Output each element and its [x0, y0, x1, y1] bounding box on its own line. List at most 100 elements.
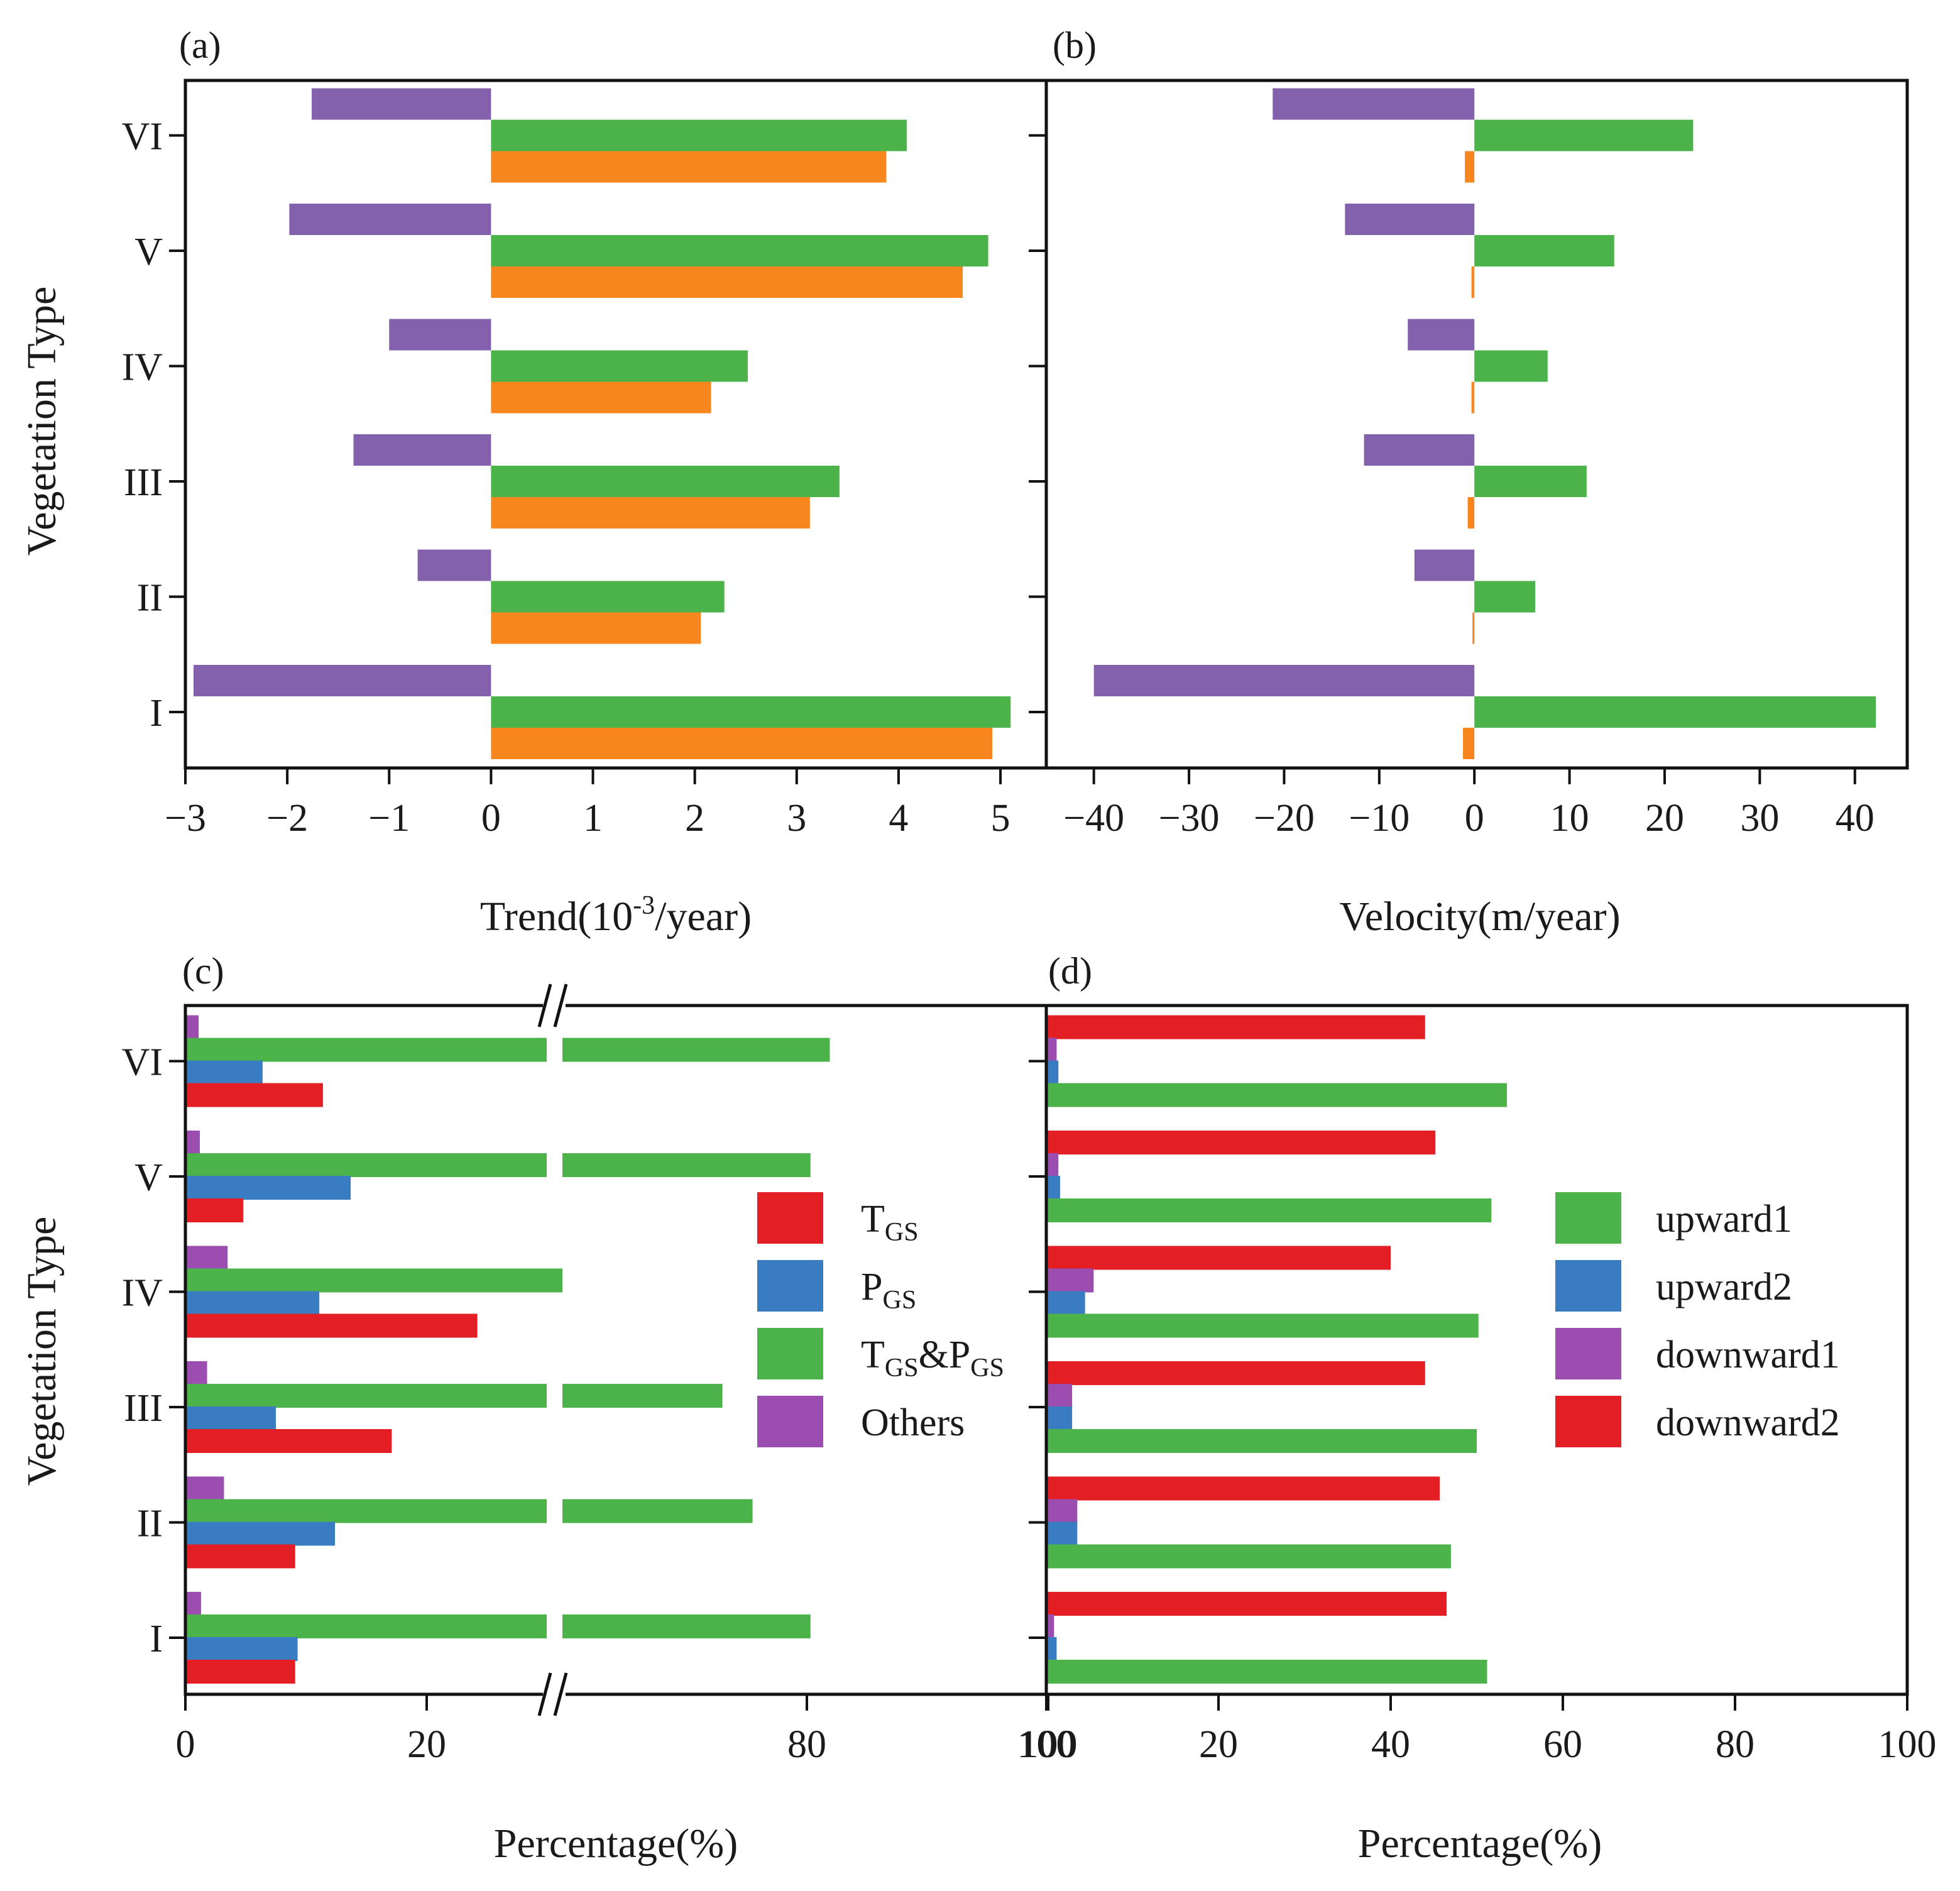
panel-d-xtick-label: 60: [1543, 1723, 1582, 1766]
panel-c-bar-TGS&PGS-II-right: [562, 1499, 753, 1523]
panel-a-bar-s3-VI: [491, 151, 887, 183]
bars-layer: [185, 88, 1876, 1684]
panel-c-bar-Others-IV: [185, 1246, 228, 1270]
panel-d-bar-downward2-III: [1046, 1361, 1425, 1385]
panel-c-bar-TGS&PGS-I-left: [185, 1614, 547, 1638]
panel-d-bar-downward2-IV: [1046, 1246, 1391, 1270]
panel-b-xtick-label: 10: [1550, 797, 1589, 840]
panel-d-bar-upward1-VI: [1046, 1083, 1507, 1107]
panel-c-bar-TGS-VI: [185, 1083, 323, 1107]
panel-a-ytick-label: VI: [122, 116, 163, 158]
panel-d-xtick-label: 80: [1716, 1723, 1755, 1766]
panel-d-bar-upward1-V: [1046, 1198, 1492, 1222]
panel-c-bar-TGS&PGS-VI-right: [562, 1038, 830, 1062]
panel-c-ytick-label: II: [137, 1503, 163, 1545]
panel-d-bar-upward2-VI: [1046, 1060, 1059, 1085]
panel-b-xtick-label: 0: [1465, 797, 1484, 840]
legend-c-label-pgs: PGS: [861, 1266, 916, 1315]
legend-c-swatch-others: [757, 1396, 823, 1447]
panel-b-xtick-label: −30: [1159, 797, 1220, 840]
panel-c-break-mark: [537, 984, 552, 1028]
panel-a-bar-s2-III: [491, 466, 840, 497]
legend-d: upward1 upward2 downward1 downward2: [1555, 1192, 1840, 1447]
panel-c-frame: [183, 1004, 1048, 1696]
panel-b-xtick-label: 40: [1836, 797, 1875, 840]
panel-a-ytick-label: IV: [122, 346, 163, 389]
panel-c-bar-PGS-II: [185, 1521, 336, 1546]
panel-a-bar-s1-I: [193, 665, 491, 696]
panel-b-xtick-label: −20: [1254, 797, 1315, 840]
panel-a-bar-s3-I: [491, 728, 993, 759]
y-axis-label-bottom: Vegetation Type: [19, 1217, 65, 1486]
panel-a-xtick-label: −2: [266, 797, 308, 840]
panel-a-bar-s2-VI: [491, 119, 907, 151]
panel-c-break-mark: [553, 1672, 568, 1716]
panel-b-bar-s1-I: [1093, 665, 1475, 696]
legend-c: TGS PGS TGS&PGS Others: [757, 1192, 1004, 1447]
panel-a-bar-s2-IV: [491, 350, 748, 382]
panel-c-bar-TGS-III: [185, 1429, 392, 1453]
panel-d-xtick-label: 100: [1878, 1723, 1937, 1766]
panel-a-bar-s2-V: [491, 235, 988, 266]
panel-a-bar-s3-II: [491, 612, 701, 644]
panel-b-label: (b): [1053, 25, 1097, 66]
panel-b-xtick-label: −40: [1063, 797, 1124, 840]
panel-a-ytick-label: III: [124, 461, 163, 504]
panel-b-bar-s3-I: [1463, 728, 1475, 759]
panel-b-bar-s2-III: [1474, 466, 1587, 497]
panel-d-bar-upward1-II: [1046, 1544, 1451, 1569]
panel-c-xtick-label: 20: [407, 1723, 446, 1766]
y-axis-label-top: Vegetation Type: [19, 287, 65, 556]
panel-c-bar-TGS-V: [185, 1198, 244, 1222]
panel-d-label: (d): [1048, 950, 1092, 992]
panel-a-xtick-label: 1: [583, 797, 603, 840]
panel-a-xtick-label: 3: [787, 797, 806, 840]
legend-c-label-others: Others: [861, 1401, 965, 1444]
panel-d-frame: [1044, 1004, 1909, 1696]
panel-c-bar-Others-V: [185, 1131, 200, 1154]
panel-a-label: (a): [179, 25, 221, 66]
panel-d-bar-downward1-IV: [1046, 1268, 1094, 1293]
panel-a-bar-s1-IV: [389, 319, 491, 351]
panel-c-bar-TGS&PGS-II-left: [185, 1499, 547, 1523]
panel-a-bar-s3-IV: [491, 381, 711, 414]
panel-b-bar-s1-II: [1414, 549, 1475, 581]
panel-c-bar-TGS-II: [185, 1544, 295, 1569]
legend-d-swatch-upward1: [1555, 1192, 1621, 1244]
panel-b-bar-s3-V: [1471, 266, 1475, 298]
panel-d-bar-downward1-II: [1046, 1499, 1078, 1523]
panel-b-bar-s1-IV: [1408, 319, 1475, 351]
panel-d-bar-downward2-V: [1046, 1131, 1436, 1154]
panel-d-bar-upward2-IV: [1046, 1291, 1085, 1315]
panel-a-bar-s1-III: [353, 434, 491, 466]
panel-b-xtick-label: −10: [1349, 797, 1410, 840]
panel-b-bar-s1-VI: [1273, 88, 1475, 120]
legend-d-swatch-upward2: [1555, 1260, 1621, 1312]
panel-a-xtick-label: 2: [685, 797, 704, 840]
legend-c-swatch-pgs: [757, 1260, 823, 1312]
panel-d-bar-upward1-I: [1046, 1660, 1487, 1684]
legend-d-swatch-downward2: [1555, 1396, 1621, 1447]
legend-c-swatch-tgs: [757, 1192, 823, 1244]
panel-a-ytick-label: II: [137, 577, 163, 620]
panel-a-bar-s2-II: [491, 581, 725, 613]
panel-c-bar-PGS-VI: [185, 1060, 263, 1085]
panel-d-bar-upward1-III: [1046, 1429, 1477, 1453]
panel-c-label: (c): [182, 950, 224, 992]
panel-b-bar-s3-VI: [1465, 151, 1475, 183]
panel-c-bar-PGS-I: [185, 1637, 298, 1661]
legend-d-label-upward2: upward2: [1656, 1266, 1792, 1308]
panel-b-bar-s2-IV: [1474, 350, 1548, 382]
panel-d-xtick-label: 20: [1199, 1723, 1238, 1766]
panel-b-bar-s2-V: [1474, 235, 1614, 266]
panel-b-bar-s2-II: [1474, 581, 1536, 613]
panel-c-bar-TGS&PGS-IV-right: [225, 1268, 562, 1293]
panel-c-ytick-label: IV: [122, 1272, 163, 1315]
legend-d-label-downward2: downward2: [1656, 1401, 1840, 1444]
panel-c-bar-Others-I: [185, 1592, 201, 1616]
panel-c-break-mark: [537, 1672, 552, 1716]
panel-b-bar-s3-II: [1472, 612, 1475, 644]
panel-c-bar-TGS&PGS-V-right: [562, 1153, 811, 1177]
panel-d-xtick-label: 40: [1371, 1723, 1410, 1766]
panel-d-bar-downward1-III: [1046, 1384, 1073, 1408]
